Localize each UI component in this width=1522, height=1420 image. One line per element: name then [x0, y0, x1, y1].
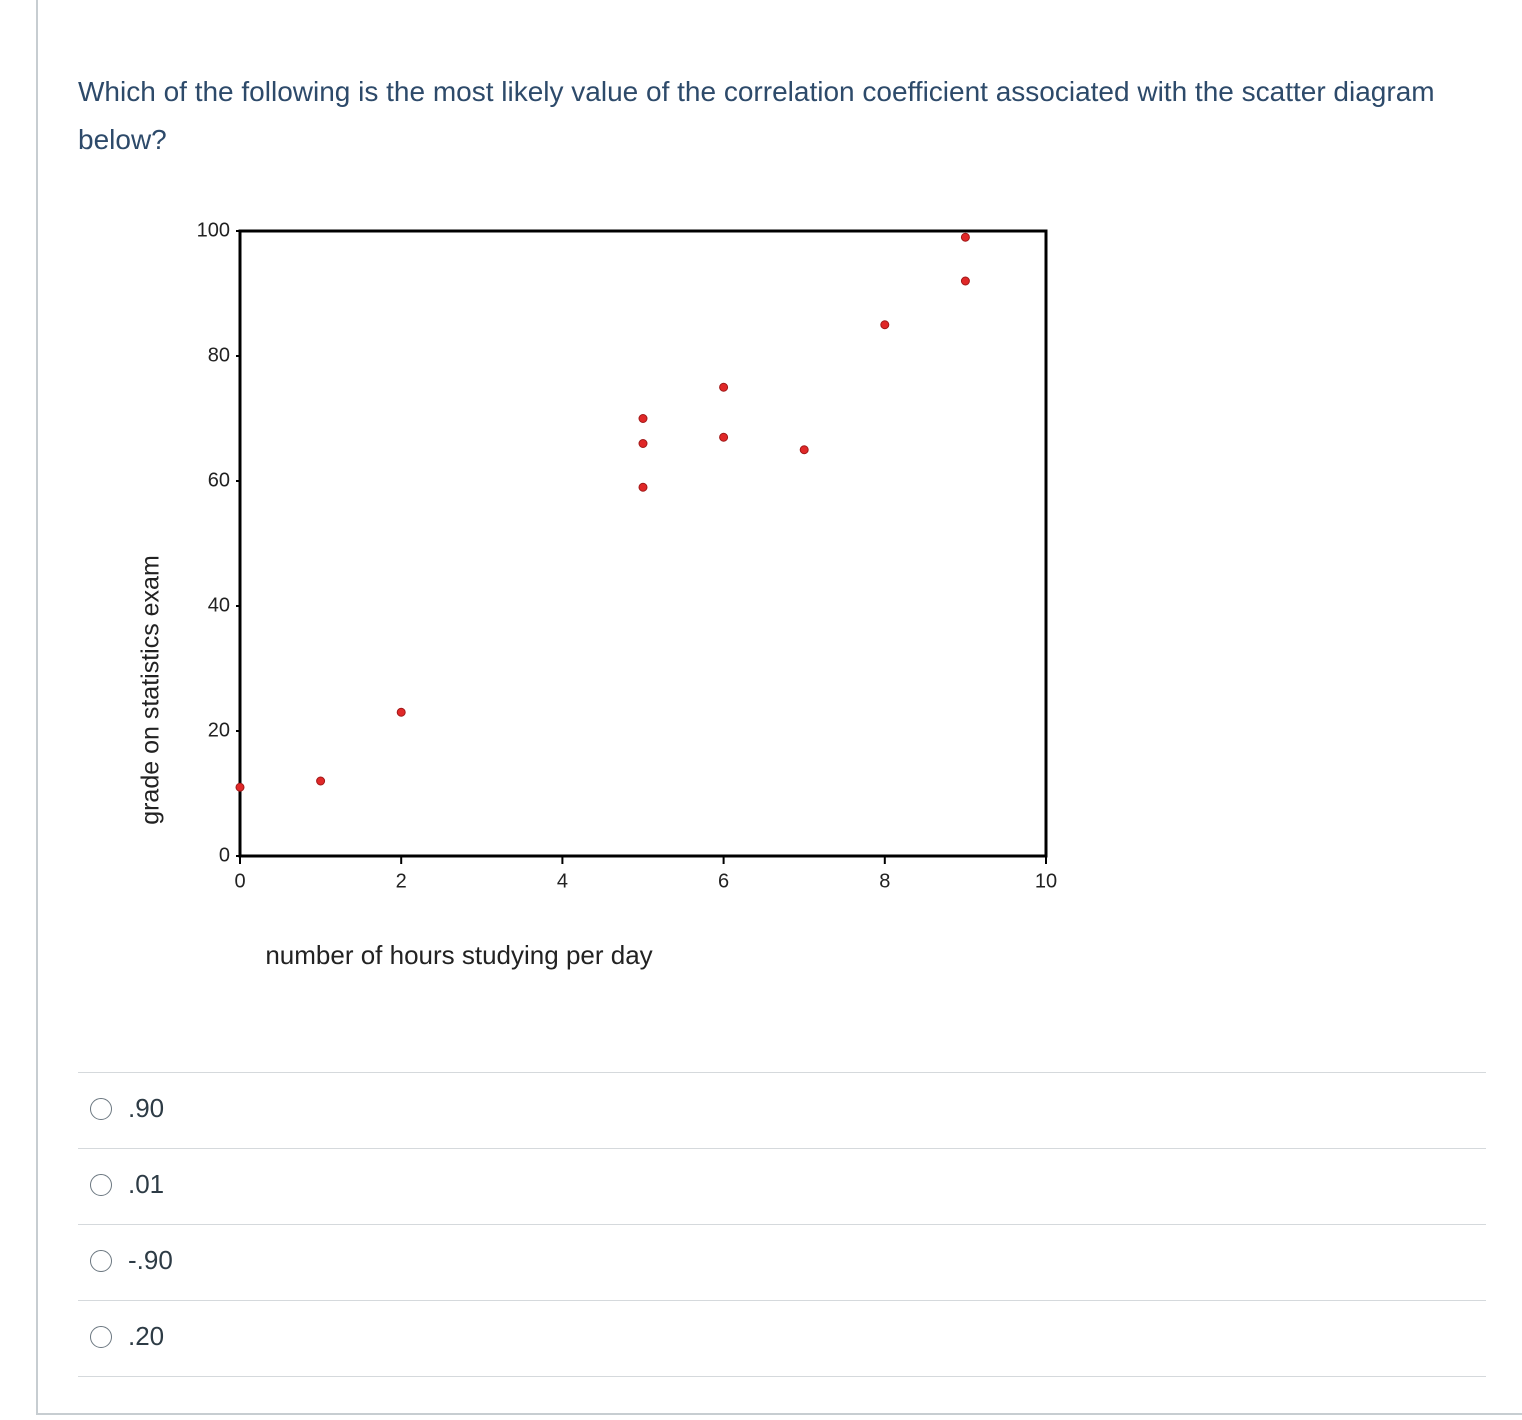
x-tick-label: 6 — [718, 870, 729, 892]
point — [638, 439, 648, 448]
y-tick-label: 60 — [208, 469, 230, 491]
radio-button[interactable] — [90, 1250, 112, 1272]
answer-option[interactable]: -.90 — [78, 1224, 1486, 1300]
chart: number of hours studying per day grade o… — [137, 219, 1058, 970]
separator — [78, 1376, 1486, 1377]
point — [880, 320, 890, 330]
option-text: .90 — [128, 1093, 165, 1123]
question-text: Which of the following is the most likel… — [78, 76, 1435, 155]
x-tick-label: 8 — [879, 870, 890, 892]
y-tick-label: 40 — [208, 594, 230, 616]
answer-option[interactable]: .90 — [78, 1072, 1486, 1148]
y-tick-label: 100 — [197, 219, 230, 241]
answer-option[interactable]: .20 — [78, 1300, 1486, 1376]
answer-option[interactable]: .01 — [78, 1148, 1486, 1224]
radio-button[interactable] — [90, 1174, 112, 1196]
question-frame — [36, 0, 1522, 1415]
x-tick-label: 0 — [234, 870, 245, 892]
x-axis-label: number of hours studying per day — [265, 940, 652, 970]
option-text: .01 — [128, 1169, 165, 1199]
y-tick-label: 20 — [208, 719, 230, 741]
x-tick-label: 4 — [557, 870, 568, 892]
y-axis-label: grade on statistics exam — [137, 555, 165, 825]
point — [638, 482, 648, 492]
x-tick-label: 10 — [1035, 870, 1057, 892]
y-tick-label: 0 — [219, 844, 230, 866]
point — [960, 276, 970, 286]
point — [396, 707, 406, 717]
radio-button[interactable] — [90, 1326, 112, 1348]
point — [638, 414, 648, 423]
option-text: .20 — [128, 1321, 165, 1351]
x-tick-label: 2 — [396, 870, 407, 892]
radio-button[interactable] — [90, 1098, 112, 1120]
point — [719, 432, 729, 442]
plot-frame — [238, 229, 1048, 858]
y-tick-label: 80 — [208, 344, 230, 366]
point — [316, 776, 326, 786]
point — [799, 445, 809, 455]
point — [960, 232, 970, 242]
option-text: -.90 — [128, 1245, 173, 1275]
point — [235, 782, 245, 792]
point — [719, 382, 729, 392]
